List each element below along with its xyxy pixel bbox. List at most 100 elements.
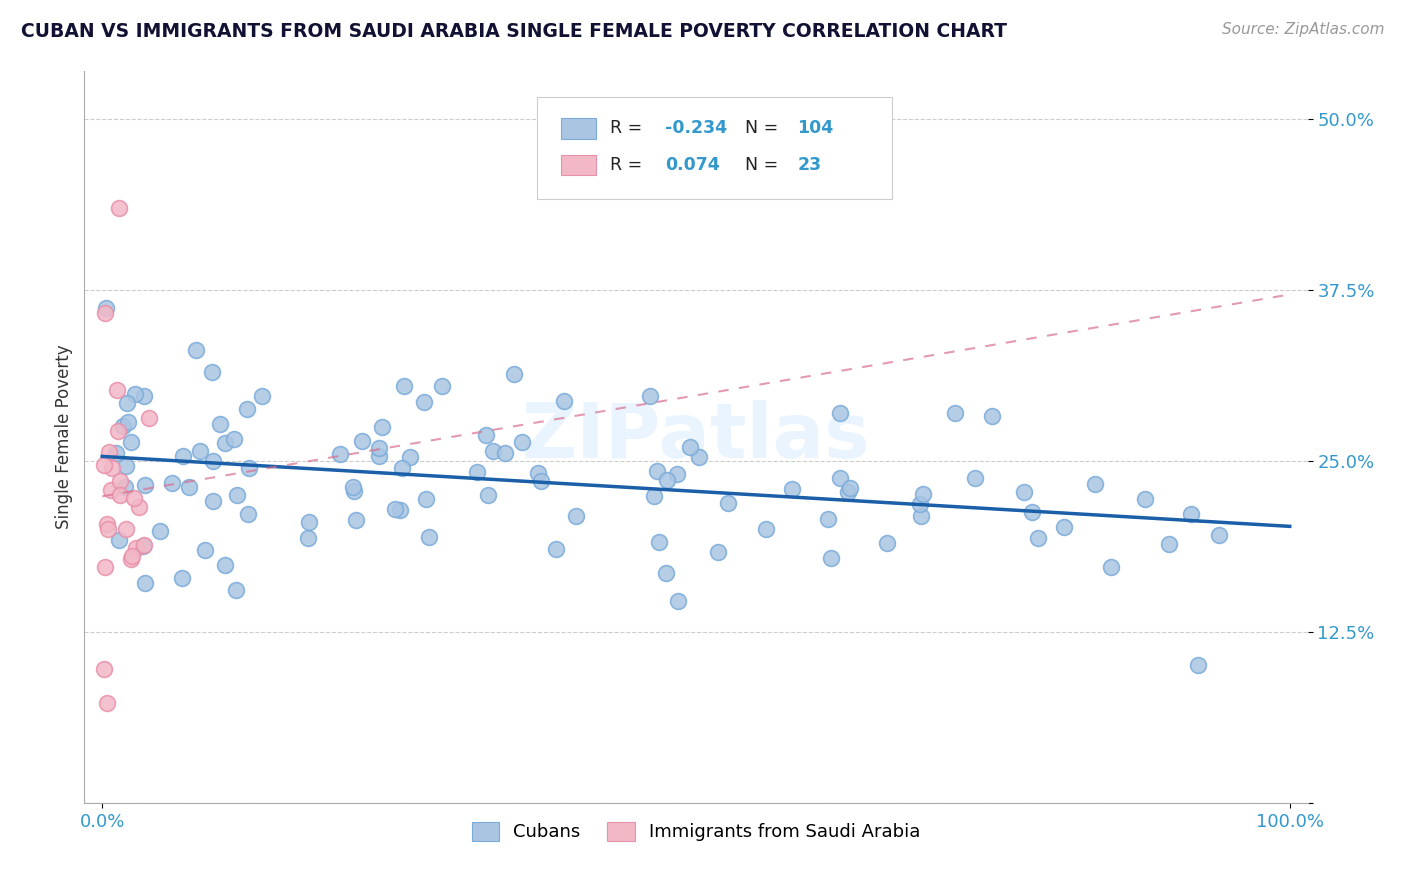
Point (755, 522, 778, 536)
Point (688, 450, 710, 464)
Point (97, 522, 120, 536)
Text: R =: R = (610, 120, 648, 137)
Point (477, 488, 499, 502)
Point (526, 466, 548, 480)
Point (297, 531, 319, 545)
Point (910, 509, 932, 524)
Point (97, 445, 120, 459)
Point (124, 387, 146, 401)
Point (780, 482, 803, 496)
Text: 0.074: 0.074 (665, 156, 720, 174)
Point (108, 488, 131, 502)
Point (94, 560, 117, 574)
Legend: Cubans, Immigrants from Saudi Arabia: Cubans, Immigrants from Saudi Arabia (464, 814, 928, 848)
Point (93, 458, 115, 473)
Point (1180, 507, 1202, 521)
Point (172, 449, 194, 463)
Point (94, 306, 117, 320)
Point (94, 301, 117, 315)
Point (388, 503, 411, 517)
Point (643, 489, 665, 503)
Point (828, 406, 851, 420)
Text: Source: ZipAtlas.com: Source: ZipAtlas.com (1222, 22, 1385, 37)
Point (665, 467, 688, 481)
Point (666, 594, 689, 608)
Point (132, 538, 155, 552)
Point (908, 497, 931, 511)
Point (943, 406, 966, 420)
Point (186, 343, 208, 358)
Point (415, 491, 437, 506)
Point (121, 549, 143, 564)
Point (503, 367, 526, 381)
Point (132, 540, 155, 554)
Point (120, 434, 142, 449)
FancyBboxPatch shape (561, 154, 596, 175)
Point (1099, 559, 1122, 574)
Point (177, 480, 200, 494)
Point (392, 378, 415, 392)
Point (134, 478, 156, 492)
Point (645, 464, 668, 478)
Point (1084, 477, 1107, 491)
Point (1053, 520, 1076, 534)
Point (236, 402, 259, 417)
Point (252, 389, 274, 403)
Point (214, 436, 236, 450)
Point (980, 409, 1002, 423)
Point (1135, 492, 1157, 507)
Point (384, 502, 406, 516)
Point (298, 515, 321, 529)
Point (107, 424, 129, 438)
Point (342, 480, 364, 494)
Point (553, 394, 575, 409)
Point (350, 434, 373, 449)
Point (820, 551, 842, 566)
Point (162, 475, 184, 490)
Point (107, 201, 129, 215)
Point (370, 420, 392, 434)
Point (529, 475, 551, 489)
Point (202, 494, 225, 508)
Point (837, 485, 859, 500)
Point (225, 488, 247, 502)
Point (817, 512, 839, 526)
FancyBboxPatch shape (537, 97, 891, 200)
Point (367, 449, 389, 463)
Point (114, 480, 136, 494)
Point (236, 507, 259, 521)
Point (638, 389, 661, 403)
Point (201, 454, 224, 468)
Point (655, 566, 678, 580)
Text: ZIPatlas: ZIPatlas (522, 401, 870, 474)
Point (115, 522, 138, 536)
Text: 104: 104 (797, 120, 834, 137)
Point (1026, 531, 1049, 545)
Point (1187, 658, 1209, 673)
Point (412, 394, 434, 409)
Point (125, 541, 148, 556)
Point (100, 461, 122, 475)
Point (418, 530, 440, 544)
Point (201, 365, 224, 379)
Point (132, 389, 155, 403)
Point (104, 446, 127, 460)
Point (96, 696, 118, 710)
Point (475, 427, 498, 442)
Point (510, 435, 533, 450)
Point (965, 471, 987, 485)
Point (128, 500, 150, 515)
Text: N =: N = (745, 120, 783, 137)
Point (343, 483, 366, 498)
Point (172, 571, 194, 585)
Text: N =: N = (745, 156, 783, 174)
Point (124, 491, 146, 505)
Point (876, 535, 898, 549)
Point (911, 487, 934, 501)
Point (225, 583, 247, 598)
Point (481, 443, 503, 458)
Point (114, 458, 136, 473)
Point (430, 379, 453, 393)
Point (214, 558, 236, 572)
Point (1021, 505, 1043, 519)
